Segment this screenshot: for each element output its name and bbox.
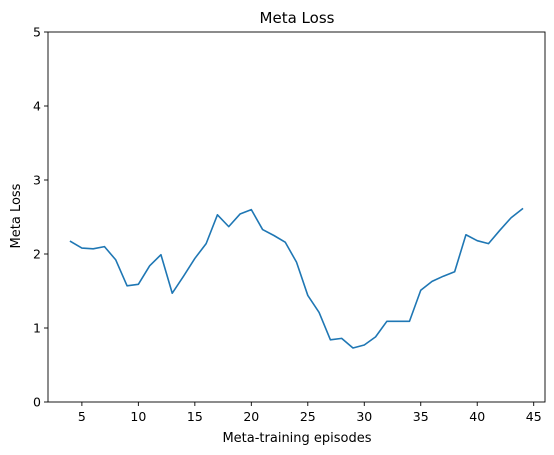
chart-title: Meta Loss — [260, 9, 335, 27]
x-tick-label: 15 — [187, 409, 203, 424]
x-tick-label: 30 — [356, 409, 372, 424]
x-axis-label: Meta-training episodes — [222, 431, 371, 446]
x-tick-label: 10 — [130, 409, 146, 424]
x-tick-label: 25 — [300, 409, 316, 424]
x-axis: 5 10 15 20 25 30 35 40 45 — [78, 402, 542, 424]
y-tick-label: 0 — [33, 395, 41, 410]
x-tick-label: 20 — [243, 409, 259, 424]
y-tick-label: 1 — [33, 321, 41, 336]
y-tick-label: 5 — [33, 25, 41, 40]
x-tick-label: 40 — [469, 409, 485, 424]
x-tick-label: 35 — [413, 409, 429, 424]
y-tick-label: 3 — [33, 173, 41, 188]
y-tick-label: 2 — [33, 247, 41, 262]
y-axis: 0 1 2 3 4 5 — [33, 25, 48, 410]
y-tick-label: 4 — [33, 99, 41, 114]
series-line-0 — [69, 207, 524, 349]
x-tick-label: 5 — [78, 409, 86, 424]
x-tick-label: 45 — [526, 409, 542, 424]
y-axis-label: Meta Loss — [9, 183, 24, 248]
plot-frame — [47, 31, 546, 403]
plot-area — [47, 31, 546, 403]
